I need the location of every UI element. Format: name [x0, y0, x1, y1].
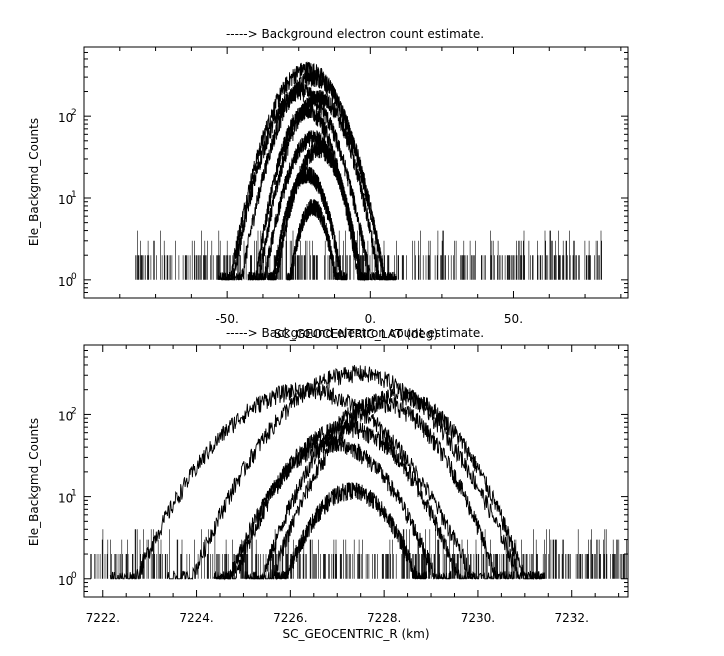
plot-frame: [83, 344, 629, 598]
series-line: [249, 89, 388, 281]
x-tick-label: -50.: [215, 312, 238, 326]
series-line: [244, 395, 515, 580]
x-axis-label: SC_GEOCENTRIC_LAT (deg): [274, 327, 438, 341]
x-tick-label: 7232.: [555, 611, 589, 625]
noise-floor-marks: [135, 230, 602, 280]
series-line: [286, 198, 340, 281]
series-line: [267, 166, 348, 281]
y-tick-exponent: 0: [71, 571, 77, 581]
x-tick-label: 50.: [504, 312, 523, 326]
y-tick-label: 10: [58, 193, 73, 207]
chart-title: -----> Background electron count estimat…: [226, 326, 484, 340]
y-axis-label: Ele_Backgmd_Counts: [27, 118, 41, 246]
series-layer: [90, 364, 627, 581]
x-tick-label: 7226.: [273, 611, 307, 625]
y-tick-label: 10: [58, 409, 73, 423]
plot-frame: [83, 46, 629, 299]
series-layer: [135, 61, 602, 282]
series-line: [252, 386, 545, 580]
series-line: [109, 382, 500, 580]
series-line: [230, 70, 396, 281]
y-tick-exponent: 2: [71, 406, 77, 416]
x-tick-label: 0.: [365, 312, 376, 326]
y-tick-exponent: 1: [71, 190, 77, 200]
series-line: [166, 364, 546, 581]
x-tick-label: 7230.: [461, 611, 495, 625]
series-line: [222, 83, 382, 281]
series-line: [213, 435, 452, 580]
y-tick-label: 10: [58, 111, 73, 125]
y-tick-label: 10: [58, 574, 73, 588]
series-line: [216, 419, 477, 581]
x-tick-label: 7222.: [86, 611, 120, 625]
y-tick-label: 10: [58, 275, 73, 289]
y-axis-label: Ele_Backgmd_Counts: [27, 418, 41, 546]
chart-title: -----> Background electron count estimat…: [226, 27, 484, 41]
x-tick-label: 7224.: [179, 611, 213, 625]
y-tick-exponent: 2: [71, 108, 77, 118]
y-tick-exponent: 1: [71, 489, 77, 499]
x-tick-label: 7228.: [367, 611, 401, 625]
x-axis-label: SC_GEOCENTRIC_R (km): [283, 627, 430, 641]
series-line: [275, 482, 428, 581]
chart-panel-radius: -----> Background electron count estimat…: [27, 326, 629, 641]
chart-panel-latitude: -----> Background electron count estimat…: [27, 27, 629, 341]
noise-floor-marks: [90, 529, 627, 579]
y-tick-label: 10: [58, 492, 73, 506]
y-tick-exponent: 0: [71, 272, 77, 282]
series-line: [268, 141, 369, 281]
